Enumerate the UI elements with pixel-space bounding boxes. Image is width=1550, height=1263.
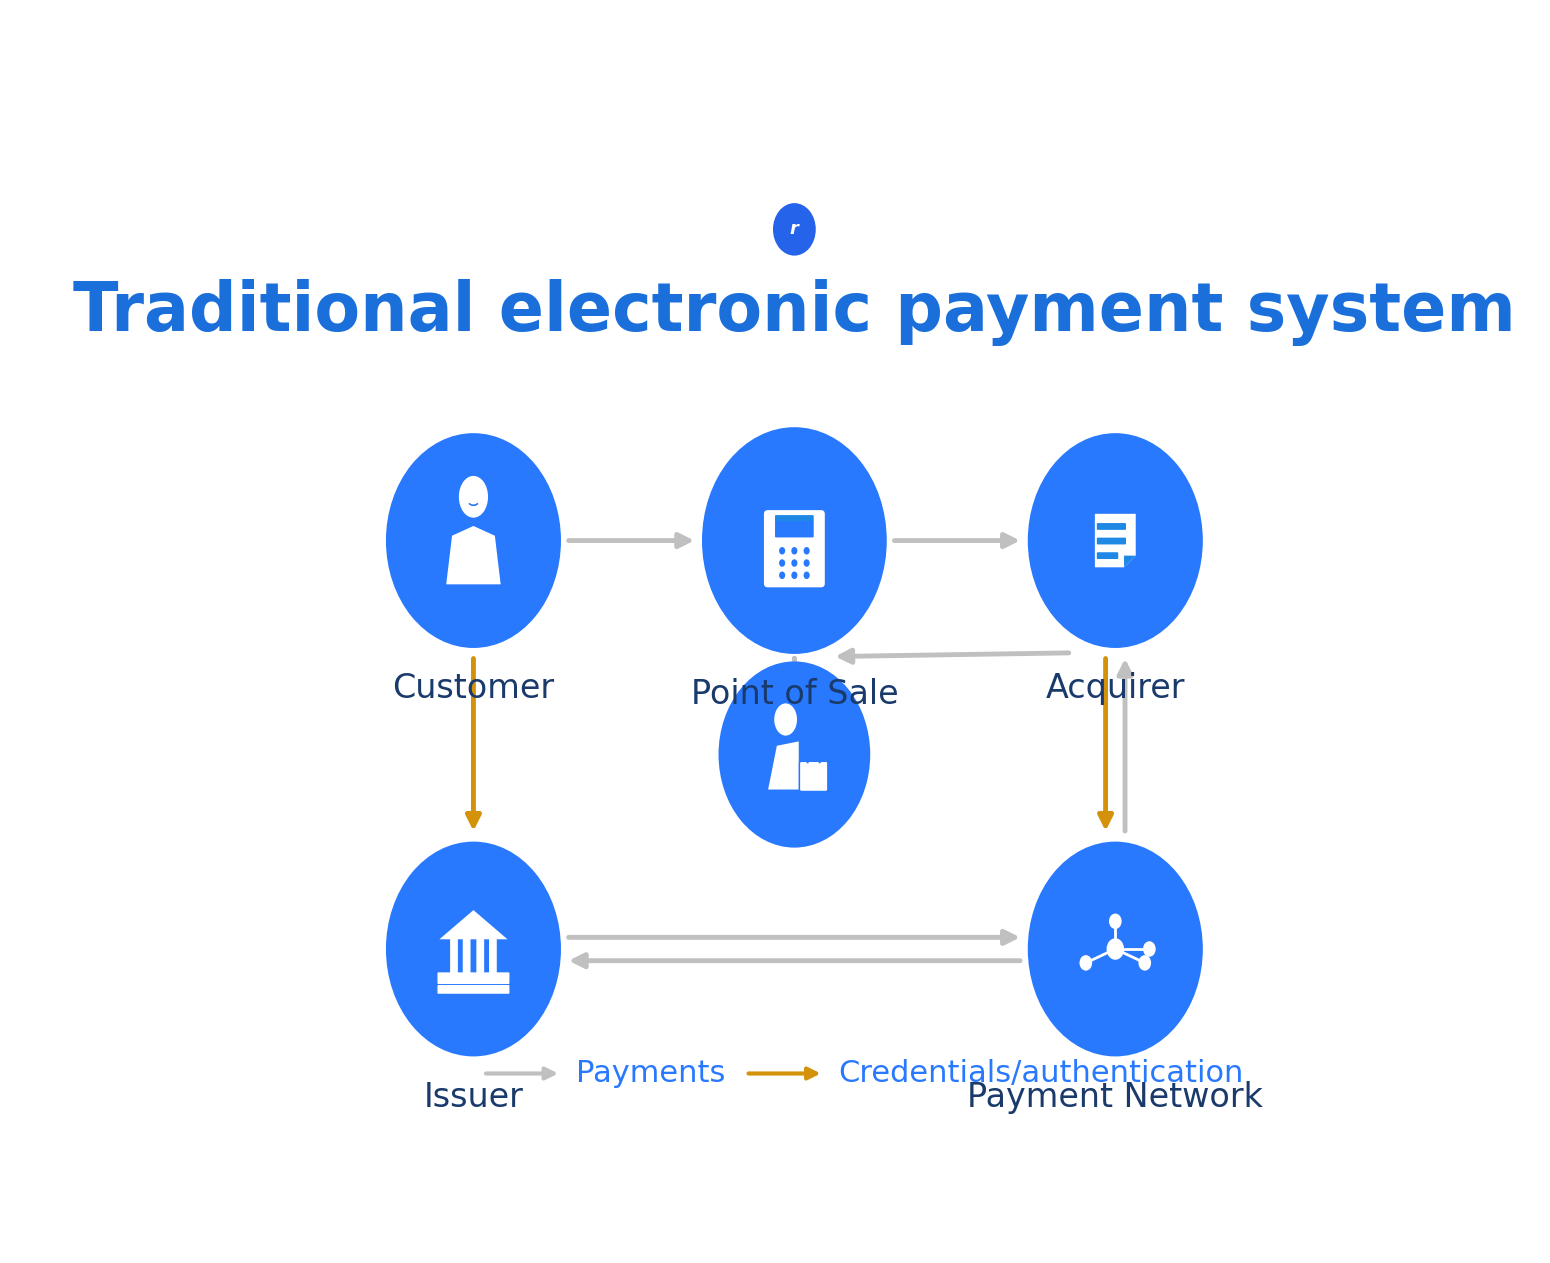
Ellipse shape [1138,955,1152,971]
Ellipse shape [1079,955,1093,971]
FancyBboxPatch shape [437,985,510,994]
Text: Point of Sale: Point of Sale [691,678,897,711]
Ellipse shape [803,560,809,567]
Text: Traditional electronic payment system: Traditional electronic payment system [73,279,1516,346]
Ellipse shape [792,560,797,567]
Polygon shape [769,741,798,789]
Ellipse shape [1028,841,1203,1056]
Ellipse shape [775,703,797,735]
Polygon shape [446,525,501,585]
Polygon shape [1124,556,1136,567]
FancyBboxPatch shape [1097,538,1125,544]
FancyBboxPatch shape [488,937,498,974]
Text: Acquirer: Acquirer [1046,672,1186,705]
FancyBboxPatch shape [800,762,828,792]
FancyBboxPatch shape [1097,552,1118,560]
Polygon shape [1094,514,1136,567]
Ellipse shape [792,547,797,554]
Ellipse shape [792,572,797,578]
FancyBboxPatch shape [775,515,814,522]
FancyBboxPatch shape [449,937,457,974]
Ellipse shape [780,572,786,578]
Ellipse shape [459,476,488,518]
FancyBboxPatch shape [764,510,825,587]
Ellipse shape [803,572,809,578]
Ellipse shape [803,547,809,554]
Text: Issuer: Issuer [423,1081,524,1114]
Ellipse shape [1142,941,1156,957]
Text: Credentials/authentication: Credentials/authentication [839,1058,1243,1087]
FancyBboxPatch shape [1097,523,1125,530]
Ellipse shape [702,427,887,654]
FancyBboxPatch shape [437,973,510,984]
Ellipse shape [386,841,561,1056]
FancyBboxPatch shape [476,937,484,974]
Ellipse shape [1028,433,1203,648]
Text: Payments: Payments [575,1058,725,1087]
FancyBboxPatch shape [775,520,814,538]
FancyBboxPatch shape [463,937,471,974]
Ellipse shape [719,662,870,847]
Ellipse shape [386,433,561,648]
Text: r: r [790,220,798,239]
Ellipse shape [780,560,786,567]
Ellipse shape [1107,938,1124,960]
Ellipse shape [1108,913,1122,930]
Text: Customer: Customer [392,672,555,705]
Polygon shape [439,911,507,940]
Ellipse shape [780,547,786,554]
Ellipse shape [773,203,815,255]
Text: Payment Network: Payment Network [967,1081,1263,1114]
